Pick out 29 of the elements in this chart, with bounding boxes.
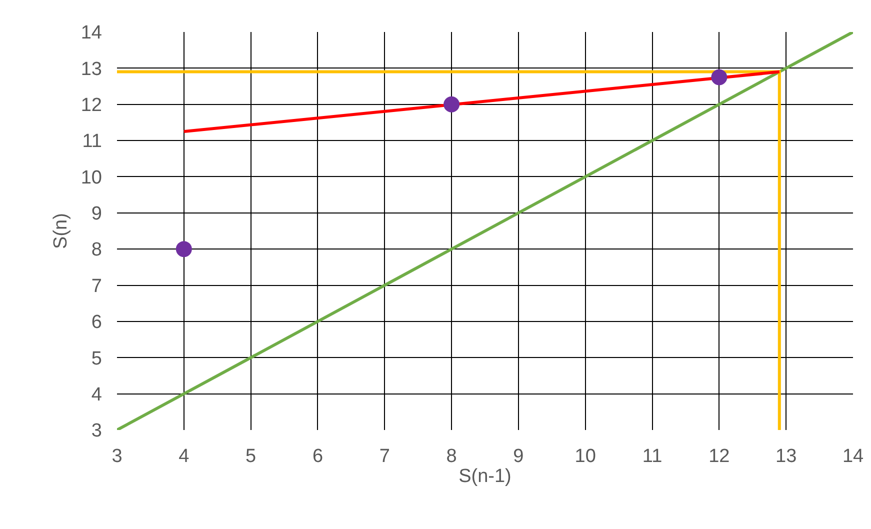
y-tick-label: 7	[91, 276, 102, 297]
y-tick-label: 4	[91, 384, 102, 406]
x-tick-label: 7	[379, 446, 390, 467]
x-tick-label: 13	[776, 446, 797, 467]
x-tick-label: 9	[513, 446, 524, 467]
y-tick-label: 8	[91, 240, 102, 261]
x-tick-label: 8	[446, 446, 457, 467]
y-tick-label: 13	[80, 58, 102, 80]
y-axis-title: S(n)	[50, 213, 72, 249]
x-tick-label: 4	[178, 446, 190, 467]
x-axis-title: S(n-1)	[458, 466, 512, 487]
x-tick-label: 14	[842, 446, 864, 467]
x-tick-label: 5	[246, 446, 256, 467]
point	[444, 96, 460, 112]
y-tick-label: 12	[80, 95, 102, 116]
y-tick-label: 10	[80, 167, 102, 188]
y-tick-label: 11	[82, 131, 102, 152]
point	[711, 69, 728, 86]
x-tick-label: 10	[574, 446, 596, 467]
y-tick-label: 5	[91, 348, 102, 370]
x-tick-label: 12	[708, 446, 730, 467]
point	[176, 241, 192, 258]
x-tick-label: 6	[312, 446, 324, 467]
y-tick-label: 3	[91, 420, 102, 442]
x-tick-label: 3	[112, 446, 122, 467]
y-tick-label: 6	[91, 312, 102, 334]
x-tick-label: 11	[642, 446, 662, 467]
y-tick-label: 9	[91, 204, 102, 225]
y-tick-label: 14	[80, 22, 102, 44]
